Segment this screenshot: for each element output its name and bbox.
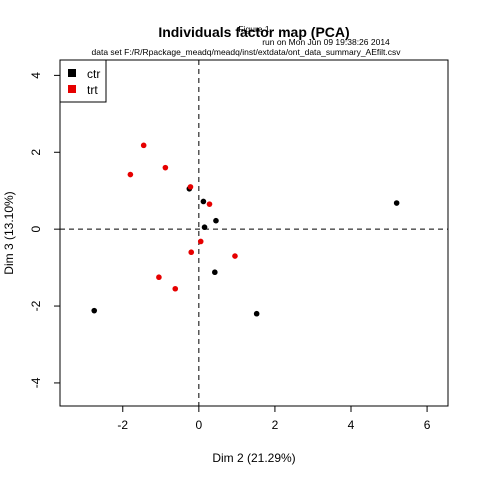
point-trt [140, 142, 147, 149]
legend-box [59, 59, 107, 103]
chart-subtitle-3: data set F:/R/Rpackage_meadq/meadq/inst/… [92, 47, 402, 57]
legend-swatch-ctr [68, 69, 76, 77]
point-ctr [91, 307, 98, 314]
point-trt [172, 285, 179, 292]
point-ctr [253, 310, 260, 317]
y-tick-label: 2 [29, 149, 43, 156]
legend-label-ctr: ctr [87, 67, 100, 81]
chart-subtitle-2: run on Mon Jun 09 19:38:26 2014 [262, 37, 390, 47]
x-tick-label: 2 [272, 418, 279, 432]
legend-label-trt: trt [87, 83, 98, 97]
x-tick-label: -2 [117, 418, 128, 432]
point-trt [187, 184, 194, 190]
reference-lines [60, 60, 448, 406]
y-axis: -4 -2 0 2 4 [29, 72, 60, 388]
y-tick-label: -2 [29, 300, 43, 311]
point-trt [232, 253, 238, 259]
x-tick-label: 6 [424, 418, 431, 432]
y-tick-label: 0 [29, 225, 43, 232]
point-ctr [212, 269, 218, 276]
point-trt [188, 249, 195, 256]
data-points [91, 142, 400, 317]
point-ctr [213, 217, 219, 224]
point-ctr [201, 224, 208, 231]
y-tick-label: -4 [29, 377, 43, 388]
legend-swatch-trt [68, 85, 76, 93]
point-ctr [393, 200, 400, 206]
point-trt [197, 238, 204, 245]
point-trt [162, 164, 169, 171]
plot-frame [59, 59, 449, 407]
legend: ctr trt [59, 59, 107, 103]
x-axis: -2 0 2 4 6 [117, 406, 431, 432]
y-tick-label: 4 [29, 72, 43, 79]
chart-subtitle-1: Figure 1 [238, 24, 269, 34]
x-tick-label: 4 [348, 418, 355, 432]
chart-title: Individuals factor map (PCA) [158, 24, 349, 40]
x-axis-label: Dim 2 (21.29%) [212, 451, 295, 465]
point-ctr [200, 198, 207, 205]
point-trt [127, 171, 134, 178]
point-trt [206, 201, 213, 207]
y-axis-label: Dim 3 (13.10%) [2, 191, 16, 274]
x-tick-label: 0 [195, 418, 202, 432]
point-trt [156, 274, 162, 281]
